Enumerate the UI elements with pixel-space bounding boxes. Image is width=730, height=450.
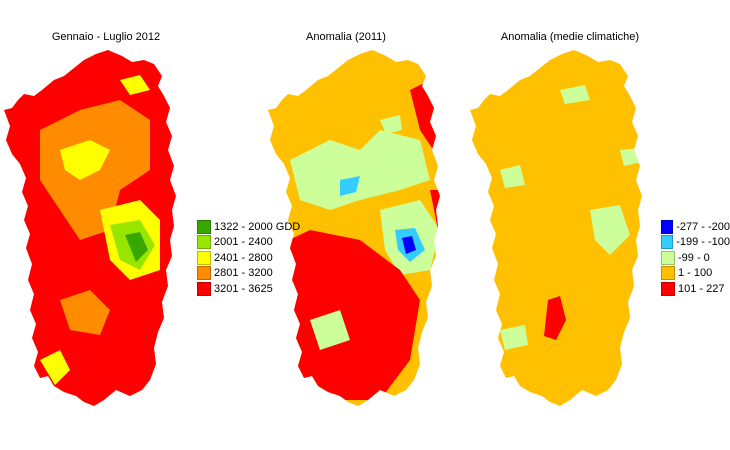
panel-title-anomaly-2011: Anomalia (2011) [306,31,386,43]
legend-label: -99 - 0 [678,251,710,264]
legend-item: 3201 - 3625 [197,281,300,297]
legend-swatch [197,219,211,234]
legend-swatch [661,250,675,265]
legend-item: 2801 - 3200 [197,266,300,282]
legend-label: 2401 - 2800 [214,251,273,264]
map-gdd [4,50,176,406]
legend-item: 1322 - 2000 GDD [197,219,300,235]
legend-swatch [661,266,675,281]
legend-label: -199 - -100 [676,236,730,249]
map-anomaly-2011 [268,50,440,406]
panel-title-anomaly-climate: Anomalia (medie climatiche) [500,31,640,43]
legend-label: 2801 - 3200 [214,267,273,280]
map-anomaly-climate [470,50,642,406]
legend-item: -99 - 0 [661,250,730,266]
legend-anomaly: -277 - -200 -199 - -100 -99 - 0 1 - 100 … [661,219,730,297]
legend-item: 1 - 100 [661,266,730,282]
legend-swatch [197,235,211,250]
panel-title-gdd: Gennaio - Luglio 2012 [51,31,161,43]
legend-swatch [661,281,675,296]
legend-swatch [197,281,211,296]
legend-label: 3201 - 3625 [214,282,273,295]
legend-swatch [197,250,211,265]
legend-item: -277 - -200 [661,219,730,235]
legend-label: 101 - 227 [678,282,725,295]
legend-swatch [197,266,211,281]
legend-label: 1322 - 2000 GDD [214,220,301,233]
legend-item: 2001 - 2400 [197,235,300,251]
legend-gdd: 1322 - 2000 GDD 2001 - 2400 2401 - 2800 … [197,219,300,297]
legend-item: 101 - 227 [661,281,730,297]
legend-item: 2401 - 2800 [197,250,300,266]
legend-label: -277 - -200 [676,220,730,233]
legend-item: -199 - -100 [661,235,730,251]
legend-swatch [661,219,674,234]
legend-label: 2001 - 2400 [214,236,273,249]
legend-label: 1 - 100 [678,267,713,280]
legend-swatch [661,235,674,250]
